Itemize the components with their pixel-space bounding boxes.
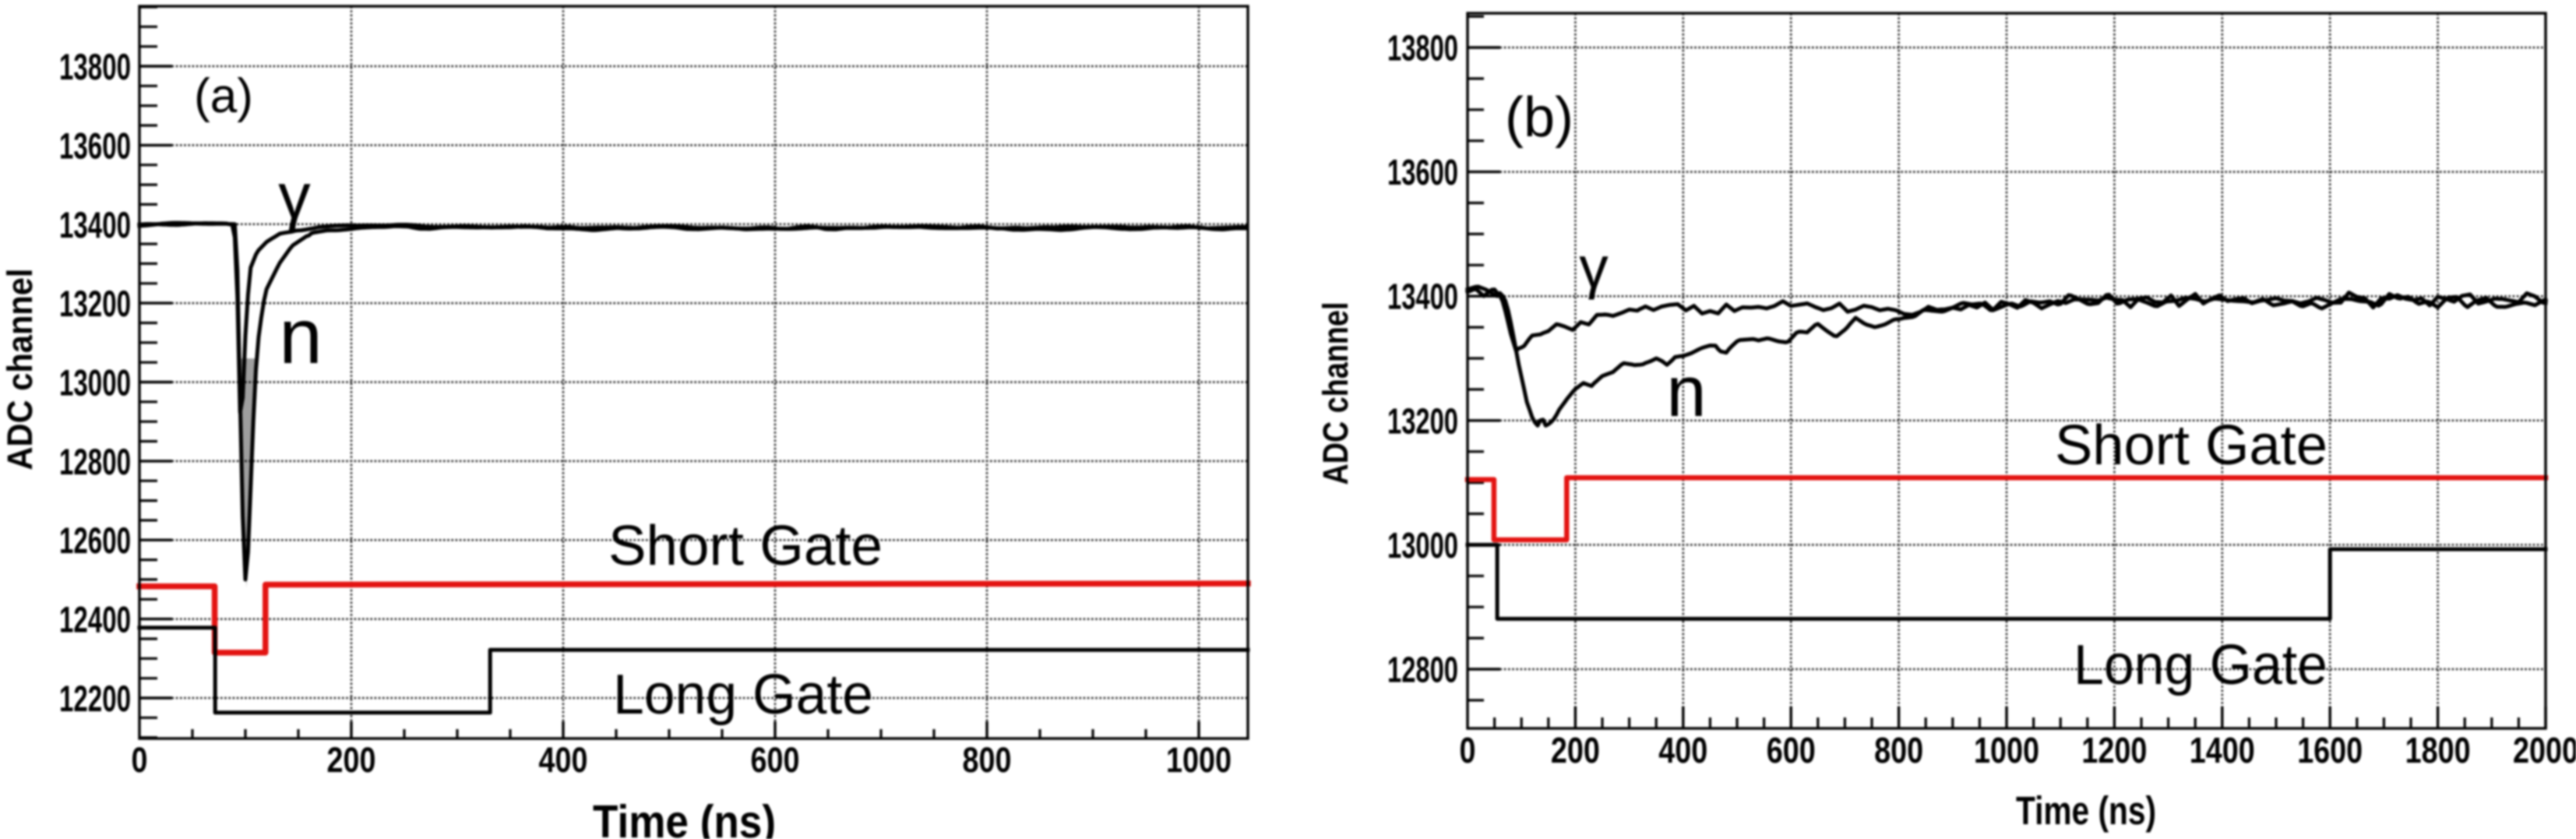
svg-text:13200: 13200 [1387, 400, 1458, 441]
svg-text:1000: 1000 [1974, 730, 2039, 770]
svg-text:400: 400 [539, 740, 588, 780]
svg-text:Time (ns): Time (ns) [593, 796, 776, 839]
svg-text:Long Gate: Long Gate [613, 664, 873, 726]
svg-text:13200: 13200 [59, 283, 131, 324]
svg-text:600: 600 [751, 740, 800, 780]
svg-text:13000: 13000 [59, 362, 131, 404]
svg-text:13400: 13400 [59, 204, 131, 245]
svg-text:Short Gate: Short Gate [2055, 414, 2328, 477]
svg-text:12600: 12600 [59, 520, 131, 561]
svg-text:600: 600 [1767, 730, 1816, 770]
svg-text:13800: 13800 [1387, 28, 1458, 69]
svg-text:1600: 1600 [2297, 730, 2363, 770]
svg-text:800: 800 [1874, 730, 1923, 770]
svg-text:(a): (a) [194, 69, 253, 123]
svg-text:12200: 12200 [59, 678, 131, 719]
svg-text:ADC channel: ADC channel [1316, 302, 1355, 485]
svg-text:13400: 13400 [1387, 277, 1458, 317]
svg-text:13600: 13600 [1387, 152, 1458, 192]
svg-text:0: 0 [132, 740, 148, 780]
svg-text:γ: γ [1579, 234, 1609, 300]
svg-text:200: 200 [327, 740, 376, 780]
svg-text:12800: 12800 [59, 441, 131, 482]
svg-text:200: 200 [1551, 730, 1600, 770]
svg-text:Short Gate: Short Gate [608, 515, 883, 577]
svg-text:n: n [1666, 352, 1706, 432]
svg-text:1200: 1200 [2081, 730, 2147, 770]
svg-text:0: 0 [1460, 730, 1476, 770]
svg-text:12400: 12400 [59, 599, 131, 640]
svg-text:400: 400 [1658, 730, 1707, 770]
svg-text:13800: 13800 [59, 46, 131, 87]
svg-text:1000: 1000 [1166, 740, 1232, 780]
svg-text:12800: 12800 [1387, 650, 1458, 690]
svg-text:Long Gate: Long Gate [2074, 634, 2328, 696]
svg-text:γ: γ [278, 160, 311, 232]
svg-text:n: n [279, 293, 322, 380]
svg-text:Time (ns): Time (ns) [2016, 788, 2156, 833]
svg-text:800: 800 [963, 740, 1012, 780]
svg-text:13000: 13000 [1387, 525, 1458, 566]
svg-text:(b): (b) [1505, 86, 1573, 149]
svg-text:2000: 2000 [2513, 730, 2576, 770]
svg-text:1800: 1800 [2405, 730, 2471, 770]
svg-text:ADC channel: ADC channel [0, 269, 40, 471]
svg-text:1400: 1400 [2190, 730, 2255, 770]
svg-text:13600: 13600 [59, 125, 131, 166]
